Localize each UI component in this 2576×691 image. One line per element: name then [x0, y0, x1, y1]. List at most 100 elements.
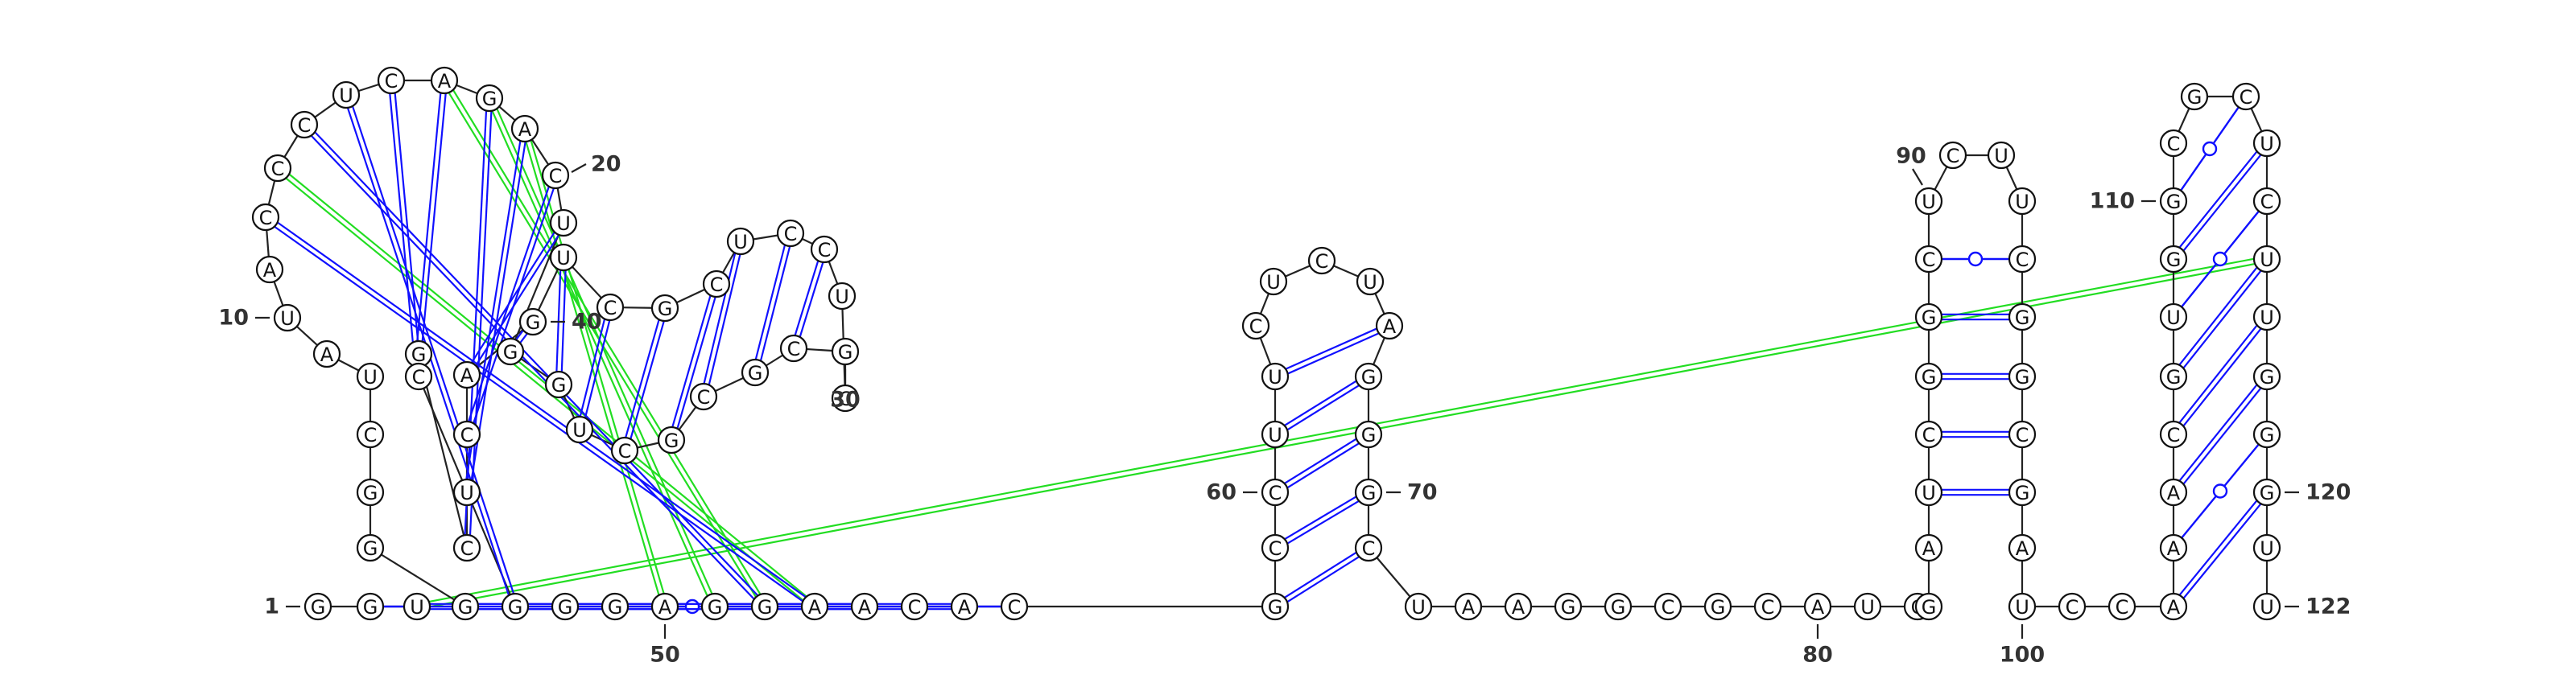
base-pair	[2182, 269, 2262, 369]
pseudoknot-pair	[491, 110, 708, 597]
nucleotide-letter: C	[259, 207, 273, 229]
nucleotide-circle	[452, 478, 481, 507]
nucleotide-circle	[657, 426, 686, 454]
number-label: 50	[650, 624, 680, 668]
nucleotide-letter: U	[2260, 306, 2274, 329]
nucleotide-letter: U	[2260, 596, 2274, 619]
nucleotide-circle	[541, 161, 570, 190]
number-label-text: 60	[1206, 480, 1236, 505]
nucleotide: U	[1261, 362, 1290, 391]
nucleotide: A	[1375, 311, 1404, 340]
nucleotide-circle	[549, 208, 578, 237]
nucleotide: C	[377, 66, 406, 95]
nucleotide-circle	[404, 362, 433, 391]
nucleotide-circle	[1354, 420, 1383, 449]
nucleotide-circle	[2252, 302, 2281, 331]
nucleotide-circle	[452, 360, 481, 389]
nucleotide: G	[2159, 187, 2188, 216]
nucleotide-letter: U	[1922, 482, 1936, 504]
base-pair	[470, 232, 555, 364]
nucleotide: U	[565, 415, 594, 444]
nucleotide: G	[1914, 362, 1943, 391]
nucleotide-letter: C	[1922, 424, 1936, 446]
base-pair	[630, 320, 665, 439]
nucleotide: A	[510, 114, 539, 143]
nucleotide-letter: G	[838, 341, 853, 364]
nucleotide-letter: C	[618, 440, 632, 463]
nucleotide: A	[1803, 592, 1832, 621]
nucleotide-circle	[1604, 592, 1633, 621]
nucleotide-circle	[1653, 592, 1682, 621]
base-pair	[394, 93, 421, 364]
nucleotide-circle	[1938, 141, 1967, 170]
nucleotide-circle	[1454, 592, 1483, 621]
nucleotide-circle	[1404, 592, 1433, 621]
number-tick	[1912, 168, 1923, 186]
number-label-text: 80	[1802, 643, 1833, 668]
nucleotide-letter: G	[2015, 482, 2030, 504]
nucleotide-letter: G	[2260, 482, 2275, 504]
nucleotide-letter: U	[835, 286, 849, 308]
nucleotide-circle	[1000, 592, 1029, 621]
nucleotide: G	[1554, 592, 1583, 621]
nucleotide: A	[430, 66, 459, 95]
nucleotide-letter: C	[2016, 424, 2029, 446]
base-pair	[1284, 496, 1357, 541]
nucleotide-letter: G	[2166, 249, 2182, 271]
nucleotide: C	[1938, 141, 1967, 170]
nucleotide-circle	[452, 420, 481, 449]
nucleotide-letter: G	[658, 298, 673, 320]
base-pair	[703, 253, 737, 384]
nucleotide-letter: U	[363, 366, 378, 389]
nucleotide-circle	[1914, 478, 1943, 507]
base-pair	[310, 135, 755, 600]
nucleotide-letter: G	[1268, 596, 1283, 619]
nucleotide: C	[779, 334, 808, 363]
nucleotide: G	[2008, 302, 2037, 331]
nucleotide-circle	[650, 294, 679, 323]
nucleotide-circle	[1354, 533, 1383, 562]
nucleotide: U	[1987, 141, 2016, 170]
nucleotide-letter: G	[508, 596, 523, 619]
nucleotide: G	[1354, 362, 1383, 391]
nucleotide-circle	[255, 255, 284, 284]
nucleotide-circle	[2252, 420, 2281, 449]
nucleotide-circle	[518, 307, 547, 336]
nucleotide: G	[1703, 592, 1732, 621]
number-label: 20	[571, 152, 621, 177]
nucleotide-letter: C	[604, 297, 617, 319]
nucleotide-circle	[1261, 592, 1290, 621]
nucleotide-letter: A	[1383, 315, 1397, 338]
base-pair	[416, 93, 442, 341]
nucleotide-letter: U	[572, 419, 587, 442]
nucleotide-letter: G	[458, 596, 473, 619]
nucleotide-letter: A	[2167, 537, 2181, 560]
nucleotide-letter: G	[1361, 424, 1377, 446]
pseudoknot-layer	[285, 89, 2256, 608]
base-pair	[2178, 500, 2258, 596]
nucleotide: C	[831, 384, 860, 413]
nucleotide: C	[1354, 533, 1383, 562]
nucleotide: C	[2231, 82, 2260, 111]
nucleotide-letter: C	[298, 114, 312, 137]
nucleotide: U	[726, 227, 755, 256]
nucleotide-letter: C	[2016, 249, 2029, 271]
nucleotide-letter: C	[1008, 596, 1022, 619]
base-pair	[277, 221, 807, 598]
number-label: 80	[1802, 624, 1833, 668]
nucleotide-circle	[1554, 592, 1583, 621]
base-pair	[475, 234, 560, 366]
nucleotide: G	[2008, 362, 2037, 391]
nucleotide-letter: G	[2187, 86, 2202, 109]
nucleotide-circle	[2159, 533, 2188, 562]
backbone-layer	[264, 79, 2268, 608]
number-label: 10	[218, 306, 270, 331]
nucleotide: U	[1914, 187, 1943, 216]
nucleotide-letter: C	[412, 366, 426, 389]
nucleotide: C	[1000, 592, 1029, 621]
base-pair	[671, 295, 712, 428]
pseudoknot-pair	[452, 89, 762, 595]
nucleotide: C	[356, 420, 385, 449]
nucleotide: C	[2058, 592, 2087, 621]
nucleotide-letter: C	[1761, 596, 1775, 619]
